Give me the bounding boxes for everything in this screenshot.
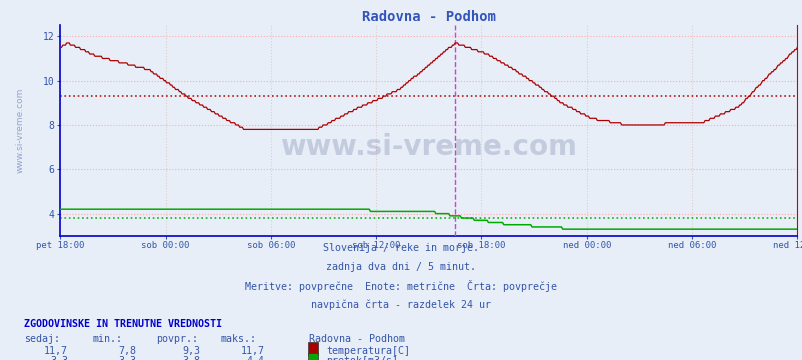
Text: 3,3: 3,3 [51,356,68,360]
Text: 11,7: 11,7 [44,346,68,356]
Text: povpr.:: povpr.: [156,334,198,344]
Text: maks.:: maks.: [221,334,257,344]
Text: www.si-vreme.com: www.si-vreme.com [280,133,577,161]
Text: navpična črta - razdelek 24 ur: navpična črta - razdelek 24 ur [311,299,491,310]
Text: ZGODOVINSKE IN TRENUTNE VREDNOSTI: ZGODOVINSKE IN TRENUTNE VREDNOSTI [24,319,222,329]
Text: temperatura[C]: temperatura[C] [326,346,410,356]
Title: Radovna - Podhom: Radovna - Podhom [362,10,495,24]
Text: sedaj:: sedaj: [24,334,60,344]
Text: Slovenija / reke in morje.: Slovenija / reke in morje. [323,243,479,253]
Text: www.si-vreme.com: www.si-vreme.com [15,88,24,173]
Text: Meritve: povprečne  Enote: metrične  Črta: povprečje: Meritve: povprečne Enote: metrične Črta:… [245,280,557,292]
Text: Radovna - Podhom: Radovna - Podhom [309,334,405,344]
Text: 4,4: 4,4 [247,356,265,360]
Text: zadnja dva dni / 5 minut.: zadnja dva dni / 5 minut. [326,262,476,272]
Text: 3,3: 3,3 [119,356,136,360]
Text: min.:: min.: [92,334,122,344]
Text: 9,3: 9,3 [183,346,200,356]
Text: 11,7: 11,7 [241,346,265,356]
Text: 3,8: 3,8 [183,356,200,360]
Text: 7,8: 7,8 [119,346,136,356]
Text: pretok[m3/s]: pretok[m3/s] [326,356,398,360]
